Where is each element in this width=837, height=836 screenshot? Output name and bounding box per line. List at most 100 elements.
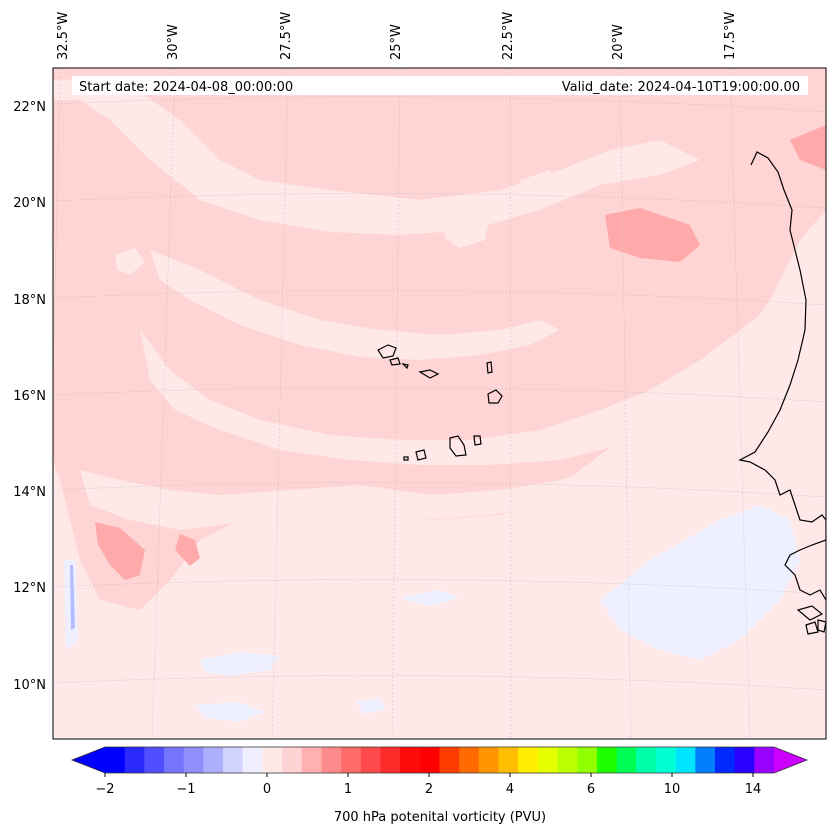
colorbar-tick-label: 10: [664, 782, 681, 797]
lat-label: 12°N: [13, 581, 46, 596]
lat-label: 18°N: [13, 293, 46, 308]
lon-label: 32.5°W: [56, 12, 71, 60]
colorbar-segment: [616, 747, 637, 773]
island-boa-vista: [487, 389, 503, 404]
colorbar-tick-label: −2: [95, 782, 114, 797]
african-coast-inlet: [796, 605, 824, 621]
colorbar-segment: [675, 747, 696, 773]
colorbar-segment: [714, 747, 736, 773]
longitude-labels: 32.5°W 30°W 27.5°W 25°W 22.5°W 20°W 17.5…: [56, 12, 738, 60]
colorbar-segment: [518, 747, 539, 773]
colorbar-segment: [734, 747, 755, 773]
colorbar-segment: [105, 747, 126, 773]
pv-region-pale-blob-3: [520, 170, 555, 205]
pv-region-light-blue-2: [200, 652, 280, 676]
island-sao-nicolau: [418, 369, 440, 379]
pv-region-blue-sliver: [70, 565, 75, 630]
colorbar-segment: [439, 747, 460, 773]
colorbar-segment: [596, 747, 617, 773]
colorbar-segment: [636, 747, 657, 773]
pv-region-light-blue-6: [356, 698, 386, 714]
lon-label: 27.5°W: [279, 12, 294, 60]
colorbar-segment: [459, 747, 480, 773]
colorbar-segment: [183, 747, 204, 773]
colorbar-tick-label: 1: [344, 782, 352, 797]
colorbar-tick-labels: −2 −1 0 1 2 4 6 10 14: [95, 782, 761, 797]
pv-region-pale-band-n: [150, 250, 560, 360]
start-date-label: Start date: 2024-04-08_00:00:00: [79, 80, 293, 95]
lat-label: 16°N: [13, 389, 46, 404]
colorbar-segment: [380, 747, 401, 773]
pv-region-medium-pink-2: [95, 522, 145, 580]
lon-label: 20°W: [611, 24, 626, 60]
pv-region-light-blue-4: [400, 590, 460, 606]
cape-verde-islands: [377, 344, 503, 461]
colorbar-segment: [400, 747, 421, 773]
colorbar-segment: [144, 747, 165, 773]
colorbar-tick-label: 2: [425, 782, 433, 797]
colorbar-segment: [754, 747, 775, 773]
date-annotation-box: [72, 76, 808, 95]
pv-region-medium-pink-1: [605, 208, 700, 262]
colorbar-under-triangle: [72, 747, 105, 773]
bijagos-islands: [805, 619, 826, 635]
island-brava: [403, 456, 409, 461]
africa-coastline: [738, 151, 826, 601]
colorbar-segment: [321, 747, 342, 773]
colorbar-segments: [105, 747, 775, 773]
colorbar-segment: [498, 747, 519, 773]
colorbar-segment: [577, 747, 598, 773]
lat-label: 10°N: [13, 678, 46, 693]
colorbar-segment: [695, 747, 716, 773]
pv-region-pale-blob-1: [445, 205, 490, 248]
colorbar-segment: [655, 747, 677, 773]
map-panel: [53, 68, 826, 739]
colorbar-segment: [419, 747, 440, 773]
pv-region-pale-band-mid: [140, 290, 800, 465]
colorbar-segment: [262, 747, 283, 773]
valid-date-label: Valid_date: 2024-04-10T19:00:00.00: [562, 80, 800, 95]
island-santo-antao: [377, 344, 397, 359]
lat-label: 14°N: [13, 485, 46, 500]
lat-label: 22°N: [13, 100, 46, 115]
pv-region-light-blue-1: [600, 505, 800, 660]
pv-region-medium-pink-3: [175, 534, 200, 566]
colorbar-segment: [242, 747, 263, 773]
pv-region-pale-blob-2: [115, 248, 145, 275]
lon-label: 17.5°W: [723, 12, 738, 60]
colorbar-segment: [301, 747, 322, 773]
colorbar-tick-label: 14: [745, 782, 762, 797]
colorbar-segment: [341, 747, 362, 773]
colorbar-segment: [537, 747, 558, 773]
pv-region-medium-pink-4: [790, 125, 826, 170]
colorbar-tick-label: 6: [587, 782, 595, 797]
colorbar-segment: [203, 747, 224, 773]
coastlines: [738, 151, 826, 635]
lon-label: 25°W: [389, 24, 404, 60]
colorbar-segment: [360, 747, 381, 773]
pv-contour-fills: [53, 68, 826, 739]
colorbar-segment: [223, 747, 244, 773]
colorbar-tick-label: 4: [506, 782, 514, 797]
island-sal: [486, 361, 493, 374]
pv-region-pale-band-s: [80, 465, 640, 530]
island-fogo: [415, 449, 427, 461]
colorbar: −2 −1 0 1 2 4 6 10 14 700 hPa potenital …: [70, 746, 809, 825]
pv-region-light-blue-3: [195, 702, 265, 722]
colorbar-tick-label: −1: [176, 782, 195, 797]
colorbar-segment: [164, 747, 185, 773]
colorbar-segment: [478, 747, 499, 773]
lat-label: 20°N: [13, 196, 46, 211]
colorbar-segment: [282, 747, 303, 773]
island-maio: [473, 435, 482, 446]
island-santa-luzia: [401, 363, 409, 370]
lon-label: 22.5°W: [501, 12, 516, 60]
colorbar-title: 700 hPa potenital vorticity (PVU): [334, 810, 546, 825]
colorbar-ticks: [104, 773, 754, 777]
latitude-labels: 22°N 20°N 18°N 16°N 14°N 12°N 10°N: [13, 100, 46, 693]
colorbar-over-triangle: [774, 747, 807, 773]
map-frame: [52, 67, 827, 740]
colorbar-tick-label: 0: [263, 782, 271, 797]
colorbar-segment: [557, 747, 578, 773]
